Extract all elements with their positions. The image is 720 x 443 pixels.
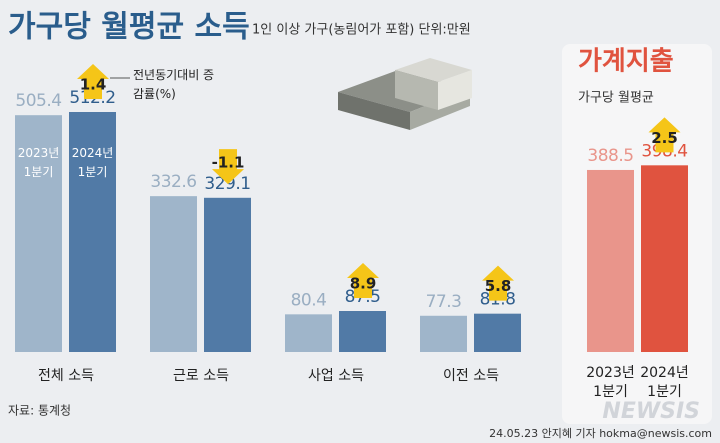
change-label: -1.1 (212, 154, 245, 172)
value-label: 80.4 (291, 290, 327, 310)
bar (285, 314, 332, 352)
change-arrow (77, 64, 109, 99)
change-arrow (212, 149, 244, 185)
side-title: 가계지출 (578, 47, 674, 77)
category-label: 사업 소득 (308, 368, 364, 384)
category-label: 전체 소득 (38, 368, 94, 384)
credit: 24.05.23 안지혜 기자 hokma@newsis.com (489, 427, 712, 440)
series-label: 2023년 1분기 (17, 146, 60, 179)
value-label: 505.4 (15, 91, 61, 111)
category-label: 이전 소득 (443, 368, 499, 384)
change-arrow (347, 263, 379, 299)
source: 자료: 통계청 (8, 404, 71, 418)
value-label: 388.5 (587, 146, 633, 166)
subtitle: 1인 이상 가구(농림어가 포함) 단위:만원 (252, 23, 471, 38)
category-label: 2024년 1분기 (640, 365, 689, 400)
bar (150, 196, 197, 352)
bar (641, 165, 688, 352)
value-label: 332.6 (150, 172, 196, 192)
bar (420, 315, 467, 352)
change-label: 5.8 (485, 277, 512, 295)
bar (339, 311, 386, 352)
bar (69, 112, 116, 352)
bar (15, 115, 62, 353)
change-arrow (482, 265, 514, 301)
value-label: 77.3 (426, 292, 462, 312)
category-label: 근로 소득 (173, 368, 229, 384)
bar (587, 169, 634, 352)
series-label: 2024년 1분기 (71, 146, 114, 179)
change-label: 1.4 (80, 76, 107, 94)
change-label: 8.9 (350, 275, 377, 293)
change-label: 2.5 (651, 129, 678, 147)
money-illustration (338, 58, 472, 130)
bar (204, 197, 251, 352)
annotation: 전년동기대비 증감률(%) (133, 68, 215, 101)
watermark: NEWSIS (602, 399, 700, 424)
title: 가구당 월평균 소득 (8, 10, 250, 45)
category-label: 2023년 1분기 (586, 365, 635, 400)
bar (474, 313, 521, 352)
change-arrow (648, 117, 681, 153)
side-subtitle: 가구당 월평균 (578, 91, 654, 106)
